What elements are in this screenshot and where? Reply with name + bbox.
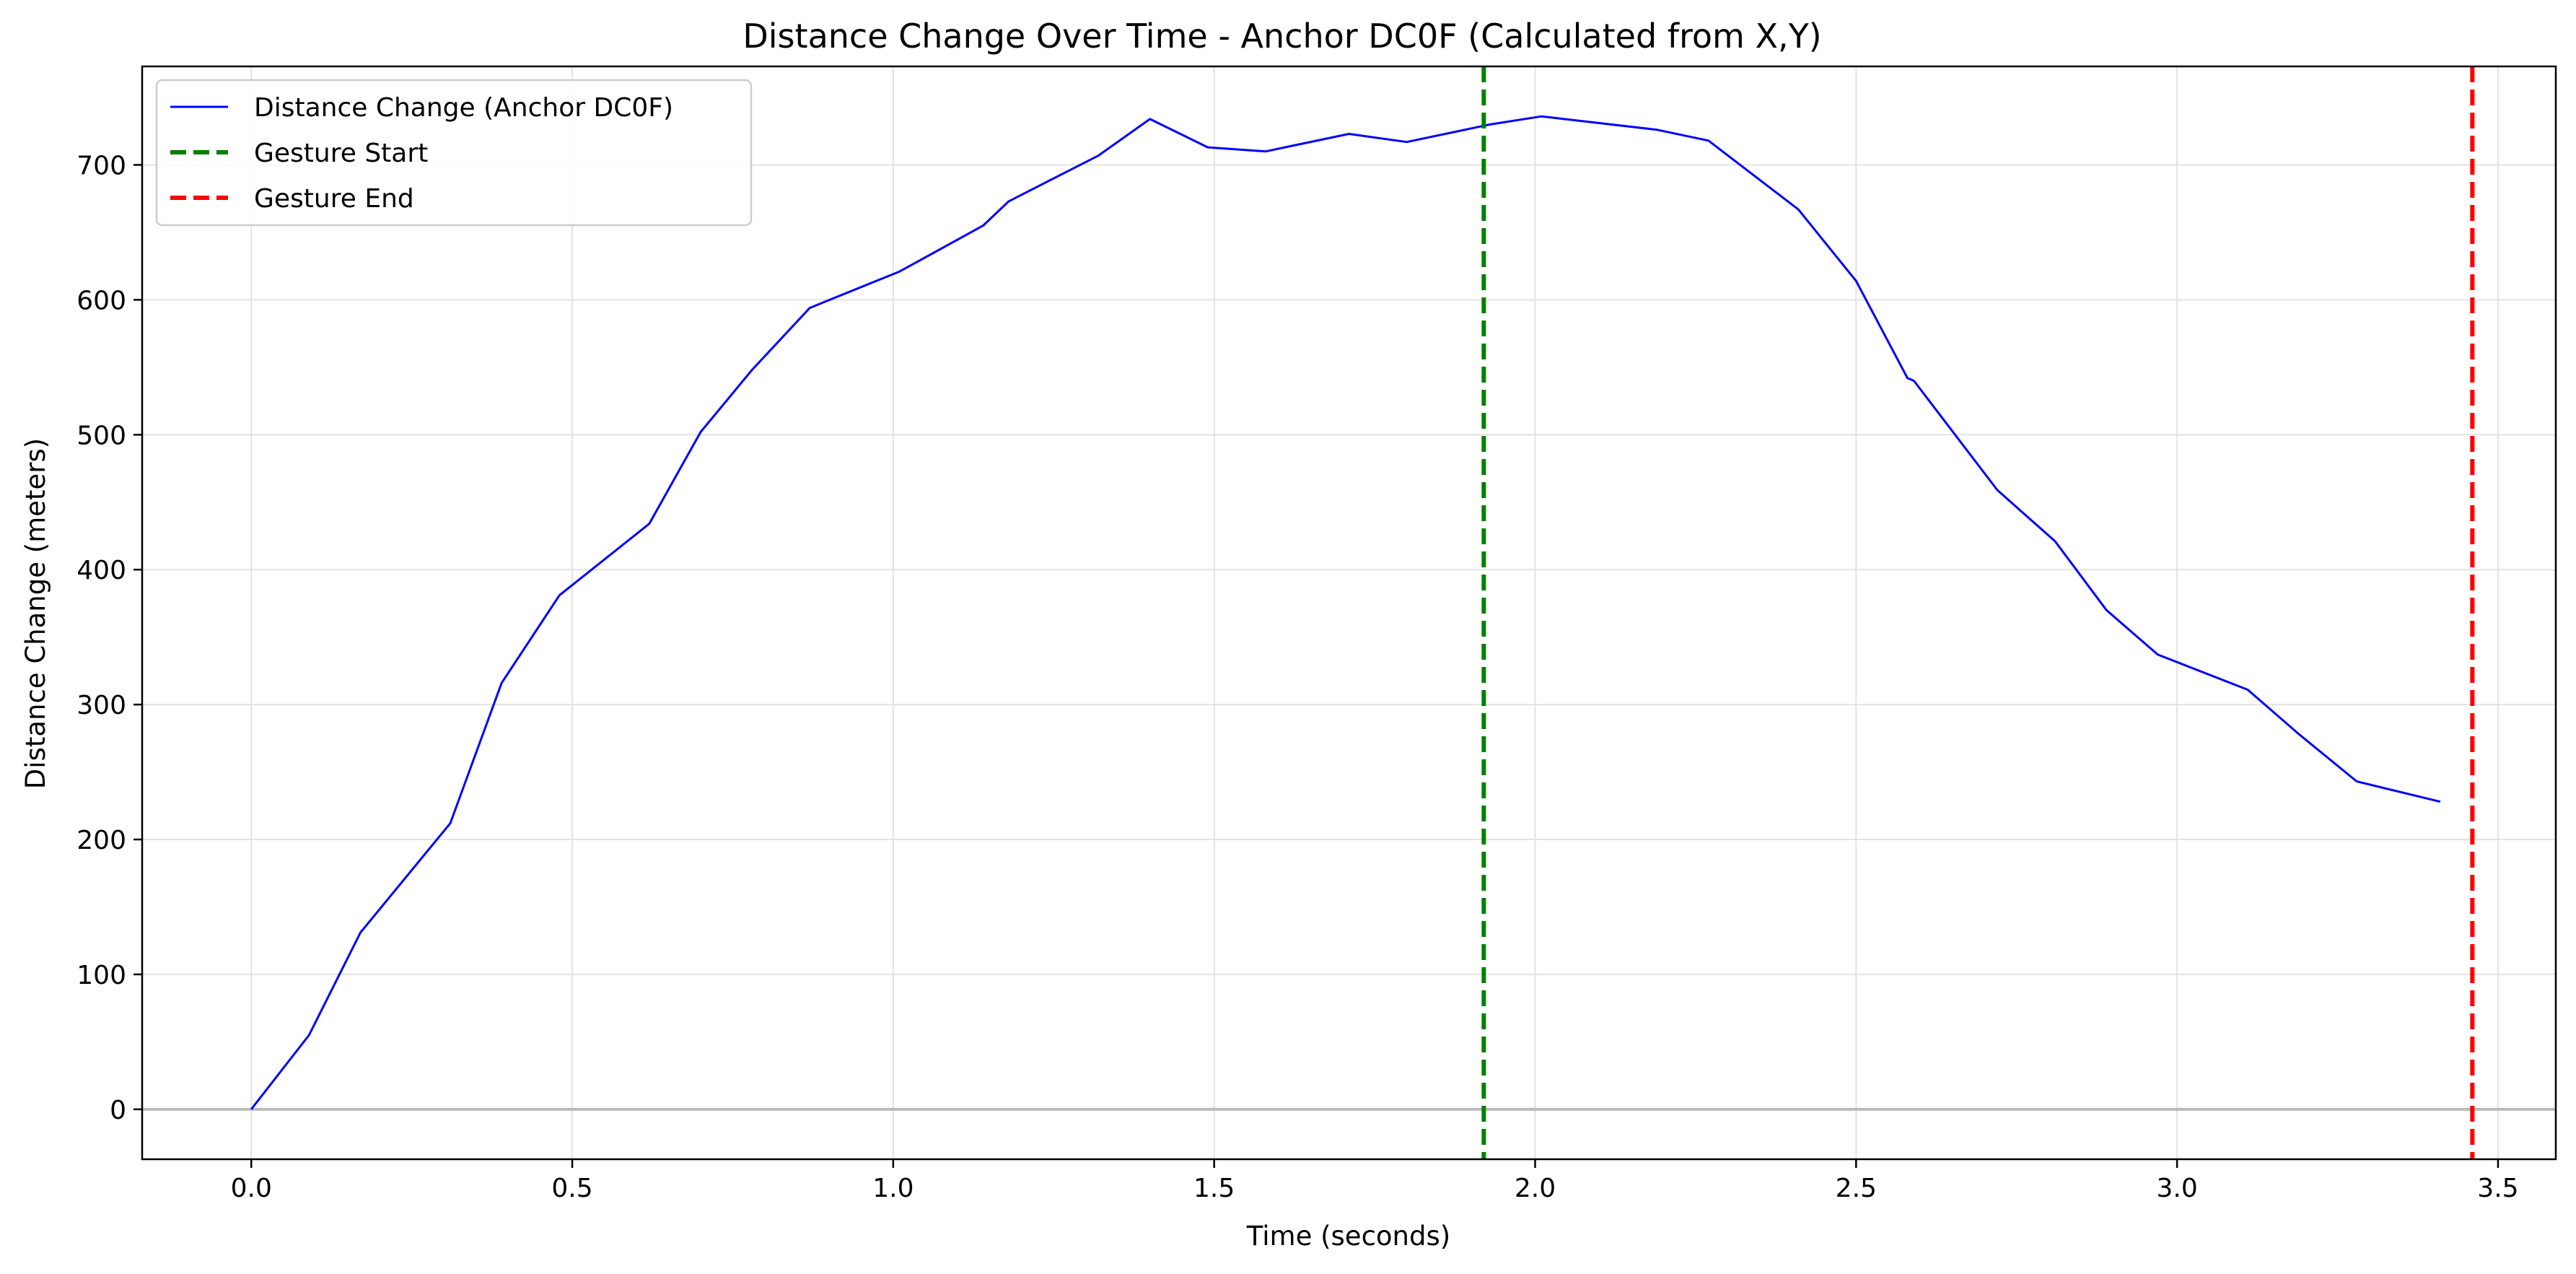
- x-axis-label: Time (seconds): [1246, 1221, 1450, 1252]
- y-tick-label-4: 400: [76, 556, 126, 585]
- x-tick-label-1: 0.5: [551, 1174, 592, 1203]
- legend-label-gesture-start: Gesture Start: [254, 139, 428, 168]
- y-tick-label-5: 500: [76, 421, 126, 450]
- chart-title: Distance Change Over Time - Anchor DC0F …: [742, 17, 1821, 56]
- legend-label-distance-change: Distance Change (Anchor DC0F): [254, 93, 673, 123]
- y-tick-label-1: 100: [76, 961, 126, 990]
- x-tick-label-5: 2.5: [1836, 1174, 1877, 1203]
- x-tick-label-6: 3.0: [2156, 1174, 2197, 1203]
- x-tick-label-4: 2.0: [1515, 1174, 1556, 1203]
- legend-frame: [155, 79, 753, 227]
- legend: Distance Change (Anchor DC0F) Gesture St…: [155, 79, 753, 227]
- y-tick-label-3: 300: [76, 691, 126, 720]
- y-tick-label-2: 200: [76, 826, 126, 855]
- y-axis-label: Distance Change (meters): [20, 438, 51, 789]
- series-line-distance-change-anchor-dc0f: [250, 115, 2441, 1110]
- series-lines: [250, 115, 2441, 1110]
- plot-frame: [141, 65, 2557, 1161]
- y-tick-label-6: 600: [76, 286, 126, 315]
- x-axis-ticks: 0.0 0.5 1.0 1.5 2.0 2.5 3.0 3.5: [231, 1159, 2519, 1203]
- legend-label-gesture-end: Gesture End: [254, 184, 414, 214]
- y-axis-ticks: 0 100 200 300 400 500 600 700: [76, 151, 142, 1125]
- x-tick-label-2: 1.0: [872, 1174, 914, 1203]
- x-tick-label-7: 3.5: [2477, 1174, 2518, 1203]
- gesture-markers: [1481, 66, 2475, 1159]
- y-tick-label-7: 700: [76, 151, 126, 180]
- x-tick-label-3: 1.5: [1193, 1174, 1235, 1203]
- y-tick-label-0: 0: [110, 1096, 126, 1125]
- x-tick-label-0: 0.0: [231, 1174, 272, 1203]
